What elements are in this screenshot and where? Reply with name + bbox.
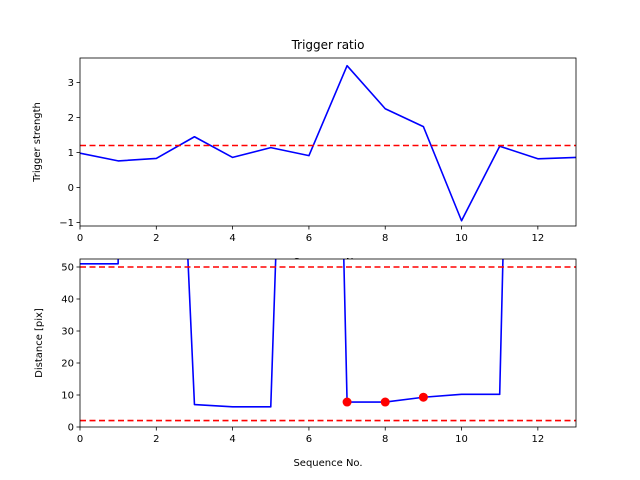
x-tick-label: 12 (531, 434, 544, 445)
data-point (342, 397, 352, 407)
y-tick-label: 30 (61, 327, 74, 338)
x-tick-label: 6 (306, 434, 312, 445)
x-tick-label: 10 (455, 233, 468, 244)
distance-panel: 0 2 4 6 8 10 12 0 10 20 30 40 50 Sequence No. Distan… (34, 258, 577, 469)
plot-frame (79, 258, 577, 428)
y-tick-label: 0 (68, 183, 74, 194)
series-line (80, 259, 504, 408)
x-tick-label: 8 (382, 233, 388, 244)
y-tick-label: 20 (61, 359, 74, 370)
x-tick-label: 2 (153, 434, 159, 445)
y-tick-label: 1 (68, 148, 74, 159)
x-tick-label: 6 (306, 233, 312, 244)
x-tick-label: 4 (229, 233, 235, 244)
x-tick-label: 4 (229, 434, 235, 445)
x-tick-label: 10 (455, 434, 468, 445)
data-point (418, 392, 428, 402)
y-tick-label: −1 (59, 218, 74, 229)
y-axis-label: Distance [pix] (34, 308, 45, 378)
y-tick-label: 0 (68, 423, 74, 434)
x-tick-label: 2 (153, 233, 159, 244)
x-tick-label: 12 (531, 233, 544, 244)
y-axis-label: Trigger strength (32, 102, 43, 183)
y-tick-label: 40 (61, 295, 74, 306)
y-tick-label: 50 (61, 263, 74, 274)
chart-title: Trigger ratio (291, 38, 365, 52)
plot-frame (79, 57, 577, 227)
x-tick-label: 0 (77, 434, 83, 445)
plot-background (80, 259, 576, 427)
series-line (80, 64, 576, 222)
x-tick-label: 0 (77, 233, 83, 244)
data-point (380, 397, 390, 407)
y-tick-label: 10 (61, 391, 74, 402)
x-axis-label: Sequence No. (293, 458, 362, 469)
y-tick-label: 2 (68, 113, 74, 124)
y-tick-label: 3 (68, 78, 74, 89)
x-tick-label: 8 (382, 434, 388, 445)
